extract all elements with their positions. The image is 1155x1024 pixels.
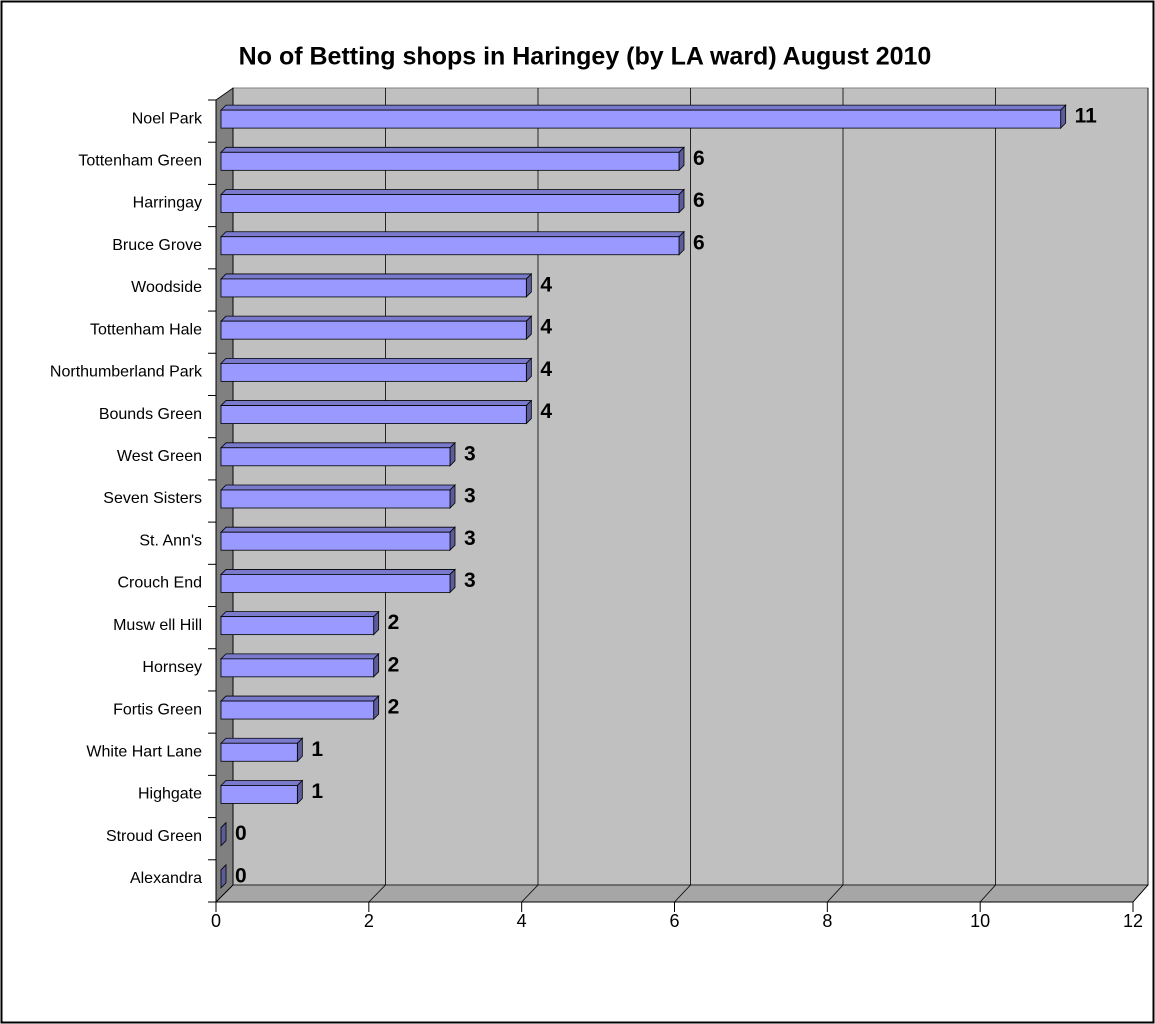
data-label: 2 [388,653,400,676]
grid-line [1132,88,1149,903]
x-tick-label: 10 [970,911,990,931]
y-tick-label: Stroud Green [106,828,202,845]
x-tick-label: 12 [1123,911,1143,931]
data-label: 6 [693,189,705,212]
data-label: 3 [464,485,476,508]
grid-line [215,88,234,903]
bar-top [220,189,685,195]
chart-title: No of Betting shops in Haringey (by LA w… [239,43,932,71]
bar-top [220,400,533,406]
y-tick-label: West Green [117,448,202,465]
data-label: 3 [464,569,476,592]
bar-top [220,315,533,322]
bar [220,531,451,551]
bar [220,362,527,382]
x-tick-label: 6 [669,911,679,931]
y-tick-label: Seven Sisters [103,490,202,507]
bar [220,405,527,424]
bar-top [220,273,533,280]
data-label: 0 [235,864,247,887]
data-label: 4 [540,400,552,423]
y-tick-label: Hornsey [142,659,202,676]
y-tick-label: Highgate [138,786,202,803]
data-label: 4 [540,316,552,339]
y-tick-label: St. Ann's [139,532,202,549]
data-label: 6 [693,147,705,170]
y-tick-label: Noel Park [132,110,203,127]
x-tick-label: 4 [517,911,527,931]
y-tick-label: White Hart Lane [86,743,202,760]
grid-line [979,88,996,903]
bar [220,320,527,340]
data-label: 0 [235,822,247,845]
bar-top [220,104,1067,111]
y-tick-label: Tottenham Green [78,153,202,170]
bar-top [220,526,456,533]
data-label: 6 [693,231,705,254]
bar [220,658,375,678]
data-label: 2 [388,611,400,634]
bar-top [220,357,533,364]
bar [220,742,298,762]
bar-top [220,780,304,786]
bar-top [220,569,456,575]
y-tick-label: Northumberland Park [50,364,203,381]
bar [220,489,451,509]
x-tick-label: 2 [364,911,374,931]
y-tick-label: Bruce Grove [112,237,202,254]
data-label: 3 [464,442,476,465]
data-label: 11 [1075,105,1098,128]
bar [220,700,375,720]
x-tick-label: 8 [822,911,832,931]
data-label: 1 [311,738,323,761]
bar-side [220,863,227,889]
bar [220,785,298,804]
y-tick-label: Harringay [133,195,202,212]
bar-top [220,653,380,660]
y-tick-label: Musw ell Hill [113,617,202,634]
bar-top [220,146,685,153]
y-tick-label: Crouch End [118,575,203,592]
y-tick-label: Woodside [131,279,202,296]
data-label: 4 [540,358,552,381]
bar-top [220,442,456,449]
bar-top [220,695,380,702]
x-tick-label: 0 [211,911,221,931]
bar [220,447,451,467]
bar-top [220,231,685,238]
data-label: 3 [464,527,476,550]
grid-line [827,88,844,903]
grid-line [368,88,386,903]
bar [220,616,375,636]
data-label: 1 [311,780,323,803]
y-tick-label: Bounds Green [99,406,202,423]
data-label: 2 [388,696,400,719]
data-label: 4 [540,273,552,296]
bar [220,194,680,213]
bar [220,278,527,298]
bar-top [220,737,304,744]
grid-line [521,88,539,903]
y-tick-label: Alexandra [130,870,202,887]
y-tick-label: Tottenham Hale [90,321,202,338]
bar [220,574,451,593]
bar [220,236,680,256]
bar-top [220,611,380,618]
bar [220,151,680,171]
bar-side [220,821,227,847]
grid-line [674,88,691,903]
y-tick-label: Fortis Green [113,701,202,718]
bar-top [220,484,456,491]
bar [220,109,1062,129]
